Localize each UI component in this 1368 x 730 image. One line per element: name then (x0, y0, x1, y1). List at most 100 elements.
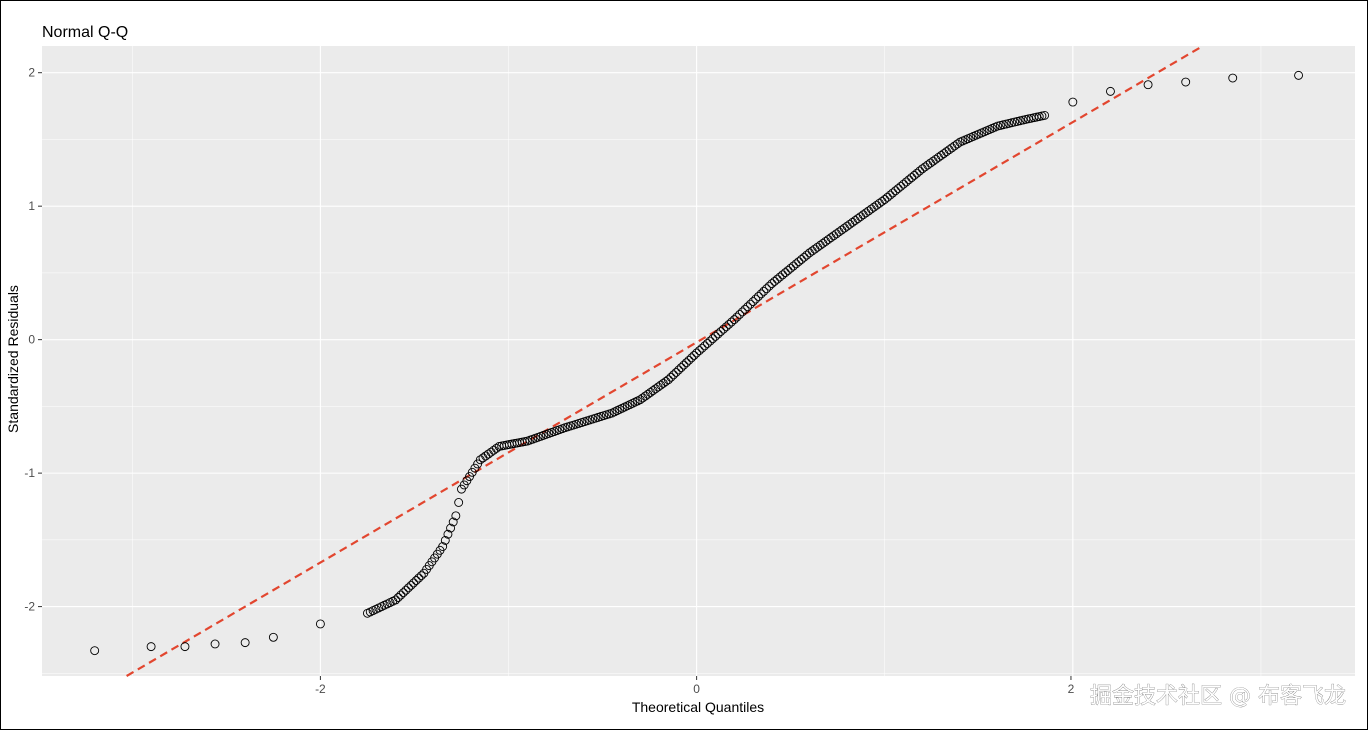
data-point (764, 281, 774, 291)
data-point (904, 175, 914, 185)
data-point (708, 334, 718, 344)
data-point (724, 319, 734, 329)
data-point (759, 286, 769, 296)
y-tick-label: 1 (28, 199, 35, 213)
data-point (882, 192, 892, 202)
data-point (1040, 110, 1050, 120)
data-point (885, 190, 895, 200)
chart-title: Normal Q-Q (42, 24, 128, 41)
data-point (791, 259, 801, 269)
data-point (713, 329, 723, 339)
data-point (799, 252, 809, 262)
data-point (772, 274, 782, 284)
data-point (794, 257, 804, 267)
data-point (315, 619, 325, 629)
data-point (440, 535, 450, 545)
data-point (180, 642, 190, 652)
plot-panel (42, 46, 1355, 676)
data-point (780, 268, 790, 278)
data-point (788, 261, 798, 271)
data-point (240, 638, 250, 648)
data-point (762, 284, 771, 294)
data-point (398, 588, 408, 598)
data-point (786, 263, 796, 273)
data-point (1294, 70, 1304, 80)
data-point (694, 346, 704, 356)
data-point (391, 595, 401, 605)
data-point (778, 270, 788, 280)
data-point (438, 542, 448, 551)
data-point (210, 639, 220, 649)
data-point (1143, 80, 1153, 90)
data-point (689, 350, 699, 360)
data-point (448, 517, 458, 527)
data-point (700, 341, 710, 351)
data-point (146, 642, 156, 652)
data-point (735, 310, 745, 319)
data-point (751, 294, 761, 304)
data-point (454, 498, 464, 507)
x-tick-label: -2 (315, 682, 326, 696)
data-point (880, 195, 890, 204)
y-tick-label: -1 (24, 466, 35, 480)
y-tick-label: -2 (24, 600, 35, 614)
data-point (443, 529, 453, 539)
data-point (907, 173, 917, 183)
data-point (687, 353, 696, 363)
data-point (702, 339, 712, 348)
data-point (676, 363, 686, 373)
data-point (666, 372, 676, 382)
data-point (896, 181, 906, 191)
data-point (414, 573, 424, 583)
data-point (705, 336, 715, 346)
data-point (796, 255, 806, 264)
x-tick-label: 2 (1068, 682, 1075, 696)
x-tick-label: 0 (693, 682, 700, 696)
data-point (674, 365, 684, 375)
data-point (783, 265, 793, 275)
watermark: 掘金技术社区 @ 布客飞龙 (1090, 684, 1346, 709)
data-point (1068, 97, 1078, 107)
data-point (663, 375, 673, 385)
data-point (393, 593, 403, 602)
x-axis-title: Theoretical Quantiles (632, 699, 764, 715)
data-points (90, 70, 1304, 656)
data-point (491, 443, 501, 453)
data-point (767, 279, 777, 289)
data-point (719, 324, 728, 334)
grid-minor (42, 46, 1355, 676)
grid-major (42, 46, 1355, 676)
data-point (721, 322, 731, 332)
data-point (775, 272, 785, 282)
data-point (1181, 77, 1191, 87)
data-point (891, 186, 900, 196)
data-point (697, 343, 707, 353)
data-point (1228, 73, 1238, 83)
data-point (710, 331, 720, 341)
data-point (727, 317, 737, 327)
data-point (753, 292, 763, 301)
data-point (446, 523, 456, 533)
data-point (909, 170, 919, 180)
y-axis-title: Standardized Residuals (5, 285, 21, 433)
data-point (729, 315, 739, 325)
y-axis: -2 -1 0 1 2 (24, 66, 42, 614)
x-axis: -2 0 2 (315, 676, 1075, 696)
data-point (268, 632, 278, 642)
data-point (748, 297, 758, 307)
data-point (1106, 86, 1115, 96)
data-point (901, 177, 911, 187)
data-point (671, 367, 681, 377)
data-point (737, 307, 747, 317)
data-point (416, 571, 426, 581)
data-point (451, 511, 461, 521)
data-point (899, 179, 908, 189)
data-point (912, 168, 922, 178)
y-tick-label: 0 (28, 333, 35, 347)
data-point (401, 585, 411, 595)
data-point (893, 184, 903, 193)
data-point (684, 355, 694, 365)
data-point (411, 576, 421, 585)
